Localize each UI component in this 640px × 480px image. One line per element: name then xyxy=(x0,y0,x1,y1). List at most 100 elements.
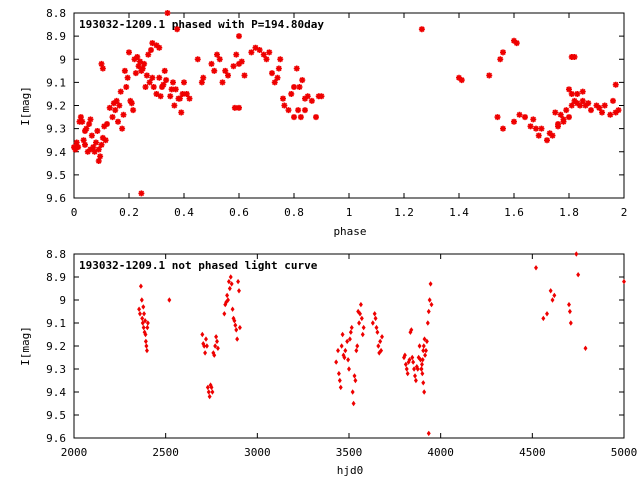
phased-data-point xyxy=(610,97,616,104)
unphased-data-point xyxy=(361,324,366,331)
unphased-data-point xyxy=(541,315,546,322)
unphased-data-point xyxy=(225,292,230,299)
phased-data-point xyxy=(194,56,201,63)
unphased-data-point xyxy=(336,347,340,354)
unphased-data-point xyxy=(214,334,219,340)
phased-data-point xyxy=(516,111,523,118)
unphased-data-point xyxy=(534,265,538,271)
unphased-x-tick-label: 4500 xyxy=(519,446,546,459)
phased-data-point xyxy=(615,107,622,114)
phased-data-point xyxy=(552,109,559,116)
unphased-data-point xyxy=(422,336,427,342)
phased-data-point xyxy=(219,79,226,86)
unphased-data-point xyxy=(340,331,345,338)
unphased-data-point xyxy=(203,350,208,356)
phased-chart-title: 193032-1209.1 phased with P=194.80day xyxy=(79,18,324,31)
phased-data-point xyxy=(208,60,215,67)
phased-y-tick-label: 9.3 xyxy=(46,123,66,136)
phased-data-point xyxy=(112,107,119,114)
phased-data-point xyxy=(102,137,109,144)
phased-data-point xyxy=(138,190,145,197)
phased-data-point xyxy=(186,95,193,102)
unphased-data-point xyxy=(568,320,573,326)
phased-data-point xyxy=(142,84,149,90)
phased-data-point xyxy=(115,118,121,125)
phased-y-tick-label: 9.4 xyxy=(46,146,66,159)
phased-data-point xyxy=(612,109,619,116)
unphased-data-point xyxy=(343,347,348,354)
phased-data-point xyxy=(98,141,105,148)
unphased-data-point xyxy=(143,331,148,338)
phased-x-tick-label: 1.4 xyxy=(449,206,469,219)
phased-data-point xyxy=(99,134,106,141)
phased-data-point xyxy=(104,121,110,127)
unphased-data-point xyxy=(232,317,237,324)
unphased-data-point xyxy=(144,343,149,349)
unphased-data-point xyxy=(423,352,428,358)
unphased-data-point xyxy=(426,308,431,315)
phased-data-point xyxy=(123,84,130,90)
phased-data-point xyxy=(198,79,205,86)
phased-data-point xyxy=(418,26,425,33)
phased-data-point xyxy=(95,158,102,164)
unphased-y-tick-label: 9.1 xyxy=(46,317,66,330)
phased-data-point xyxy=(160,81,167,88)
unphased-data-point xyxy=(207,393,212,400)
phased-data-point xyxy=(256,47,263,53)
phased-data-point xyxy=(291,84,297,90)
unphased-data-point xyxy=(138,283,143,289)
phased-data-point xyxy=(164,10,171,16)
phased-data-point xyxy=(211,67,218,74)
phased-data-point xyxy=(511,118,517,125)
phased-data-point xyxy=(87,116,94,123)
phased-data-point xyxy=(577,102,583,109)
phased-data-point xyxy=(148,47,154,53)
unphased-x-tick-label: 3000 xyxy=(244,446,271,459)
unphased-data-point xyxy=(420,357,425,363)
unphased-data-point xyxy=(227,285,232,292)
unphased-y-tick-label: 9.6 xyxy=(46,432,66,445)
unphased-y-tick-label: 8.8 xyxy=(46,248,66,261)
unphased-data-point xyxy=(567,308,572,315)
unphased-data-point xyxy=(141,324,146,331)
unphased-data-point xyxy=(424,347,428,354)
unphased-data-point xyxy=(205,384,210,391)
unphased-x-tick-label: 5000 xyxy=(611,446,638,459)
phased-data-point xyxy=(538,125,545,132)
unphased-plot-frame xyxy=(73,253,625,439)
unphased-data-point xyxy=(350,389,355,395)
phased-data-point xyxy=(566,86,572,93)
phased-data-point xyxy=(168,86,175,93)
phased-data-point xyxy=(313,114,319,121)
unphased-data-point xyxy=(419,361,424,368)
phased-data-point xyxy=(88,132,95,139)
unphased-data-point xyxy=(355,343,360,349)
phased-data-point xyxy=(91,148,98,155)
phased-data-point xyxy=(75,144,82,151)
phased-data-point xyxy=(291,114,297,121)
phased-data-point xyxy=(275,65,282,72)
phased-data-point xyxy=(124,74,131,81)
unphased-data-point xyxy=(421,347,426,354)
unphased-data-point xyxy=(140,315,145,322)
unphased-data-point xyxy=(426,430,431,437)
unphased-data-point xyxy=(145,324,150,331)
phased-data-point xyxy=(119,125,126,132)
phased-data-point xyxy=(178,109,185,116)
phased-data-point xyxy=(308,97,315,104)
unphased-data-point xyxy=(226,278,231,285)
phased-data-point xyxy=(527,123,534,130)
phased-data-point xyxy=(171,102,178,109)
unphased-data-point xyxy=(405,370,410,377)
phased-data-point xyxy=(549,132,556,139)
unphased-data-point xyxy=(144,347,149,354)
phased-x-tick-label: 1.8 xyxy=(559,206,579,219)
phased-data-point xyxy=(80,137,87,144)
unphased-data-point xyxy=(337,377,342,384)
unphased-data-point xyxy=(200,331,205,338)
unphased-data-point xyxy=(378,338,383,345)
phased-data-point xyxy=(222,67,229,74)
phased-y-tick-label: 9.1 xyxy=(46,76,66,89)
phased-data-point xyxy=(167,93,174,100)
